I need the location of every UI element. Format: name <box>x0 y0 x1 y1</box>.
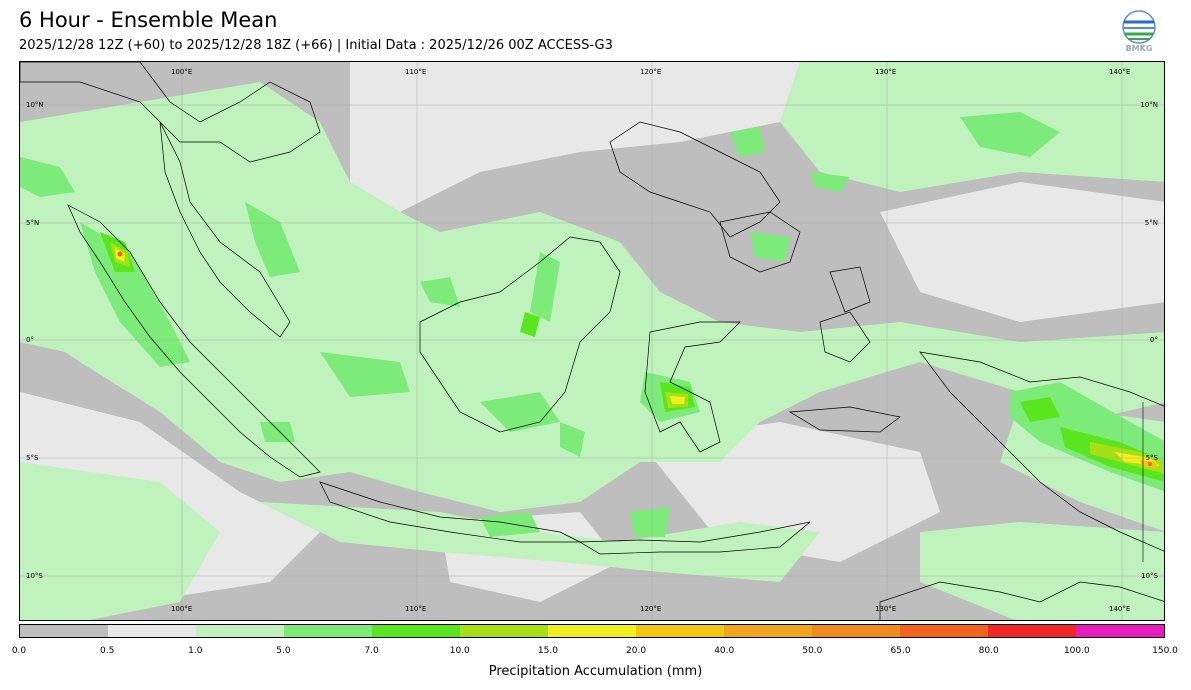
lat-label-left-10n: 10°N <box>26 101 44 109</box>
colorbar-tick-label: 0.5 <box>99 646 115 656</box>
colorbar-tick-label: 1.0 <box>188 646 203 656</box>
colorbar-segment-0 <box>20 625 108 637</box>
halmahera-outline <box>829 266 871 313</box>
chart-title: 6 Hour - Ensemble Mean <box>19 8 278 32</box>
logo-text: BMKG <box>1125 44 1153 53</box>
lat-label-right-5s: 5°S <box>1145 454 1158 462</box>
colorbar-segment-8 <box>724 625 812 637</box>
sulawesi-outline <box>644 321 741 453</box>
precip-band-40 <box>117 251 1152 466</box>
lon-label-bottom-110: 110°E <box>405 605 427 613</box>
lat-label-right-0: 0° <box>1150 336 1158 344</box>
colorbar-tick-label: 80.0 <box>978 646 999 656</box>
malay-peninsula-outline <box>159 121 291 338</box>
colorbar-segment-1 <box>108 625 196 637</box>
lat-label-left-5s: 5°S <box>26 454 39 462</box>
lon-label-top-110: 110°E <box>405 68 427 76</box>
colorbar-tick-label: 100.0 <box>1063 646 1090 656</box>
sumatra-outline <box>67 204 321 478</box>
colorbar-segment-9 <box>812 625 900 637</box>
mindanao-outline <box>719 211 801 273</box>
lat-label-left-0: 0° <box>26 336 34 344</box>
colorbar-tick-label: 10.0 <box>449 646 470 656</box>
lon-label-top-130: 130°E <box>875 68 897 76</box>
map-gridlines <box>20 62 1164 620</box>
lat-label-right-5n: 5°N <box>1144 219 1158 227</box>
map-canvas <box>20 62 1164 620</box>
lat-label-left-5n: 5°N <box>26 219 40 227</box>
lon-label-top-120: 120°E <box>640 68 662 76</box>
colorbar-segment-12 <box>1076 625 1164 637</box>
colorbar-tick-label: 5.0 <box>276 646 291 656</box>
philippines-outline <box>609 121 781 238</box>
colorbar-tick-label: 65.0 <box>890 646 911 656</box>
lon-label-bottom-100: 100°E <box>171 605 193 613</box>
colorbar-title: Precipitation Accumulation (mm) <box>488 664 703 679</box>
colorbar-tick-label: 40.0 <box>714 646 735 656</box>
indochina-outline <box>20 62 321 163</box>
colorbar-tick-label: 50.0 <box>802 646 823 656</box>
lat-label-right-10n: 10°N <box>1140 101 1158 109</box>
lon-label-top-100: 100°E <box>171 68 193 76</box>
lon-label-top-140: 140°E <box>1109 68 1131 76</box>
colorbar-tick-label: 7.0 <box>364 646 379 656</box>
colorbar-segment-7 <box>636 625 724 637</box>
lat-label-right-10s: 10°S <box>1141 572 1158 580</box>
lat-label-left-10s: 10°S <box>26 572 43 580</box>
lon-label-bottom-120: 120°E <box>640 605 662 613</box>
australia-outline <box>879 581 1164 620</box>
globe-icon <box>1122 10 1156 44</box>
colorbar-segment-11 <box>988 625 1076 637</box>
colorbar-segment-3 <box>284 625 372 637</box>
colorbar-segment-6 <box>548 625 636 637</box>
coastlines <box>20 62 1164 620</box>
colorbar-tick-label: 150.0 <box>1152 646 1178 656</box>
maluku-outline <box>819 311 871 363</box>
colorbar-tick-label: 15.0 <box>537 646 558 656</box>
chart-subtitle: 2025/12/28 12Z (+60) to 2025/12/28 18Z (… <box>19 38 613 53</box>
colorbar-segment-2 <box>196 625 284 637</box>
colorbar-tick-label: 0.0 <box>11 646 27 656</box>
colorbar-segment-10 <box>900 625 988 637</box>
bmkg-logo: BMKG <box>1120 10 1158 56</box>
borneo-outline <box>419 236 621 433</box>
lon-label-bottom-140: 140°E <box>1109 605 1131 613</box>
lon-label-bottom-130: 130°E <box>875 605 897 613</box>
precipitation-map: 100°E 110°E 120°E 130°E 140°E 100°E 110°… <box>19 61 1165 621</box>
seram-outline <box>788 406 901 433</box>
colorbar-tick-label: 20.0 <box>626 646 647 656</box>
precipitation-colorbar <box>19 624 1165 638</box>
lesser-sunda-outline <box>578 521 811 555</box>
colorbar-segment-4 <box>372 625 460 637</box>
colorbar-segment-5 <box>460 625 548 637</box>
